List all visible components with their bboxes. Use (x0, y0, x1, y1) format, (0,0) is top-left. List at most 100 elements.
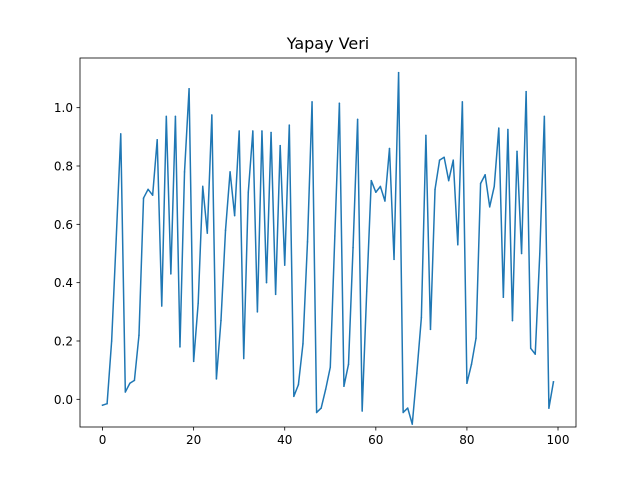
y-tick-label: 0.8 (54, 159, 73, 173)
data-point (438, 159, 441, 161)
data-point (552, 381, 555, 383)
data-point (147, 188, 149, 191)
data-point (548, 407, 550, 409)
data-point (274, 293, 277, 296)
data-point (265, 281, 268, 284)
data-point (425, 134, 427, 137)
data-point (338, 102, 341, 105)
data-point (420, 316, 423, 319)
data-point (475, 337, 477, 339)
data-point (461, 101, 464, 103)
data-point (402, 411, 404, 414)
data-point (320, 407, 322, 409)
data-point (202, 185, 204, 188)
data-point (279, 144, 281, 147)
data-point (224, 229, 227, 231)
data-point (511, 319, 514, 322)
data-point (247, 191, 250, 193)
data-point (151, 194, 154, 196)
x-tick-label: 20 (186, 433, 201, 447)
chart-title: Yapay Veri (286, 34, 369, 53)
data-point (443, 156, 445, 158)
data-point (215, 378, 218, 380)
data-point (283, 264, 286, 266)
data-point (311, 101, 313, 103)
data-point (188, 87, 190, 90)
data-point (115, 238, 117, 240)
data-point (466, 382, 468, 385)
data-point (165, 115, 168, 118)
data-point (142, 197, 145, 199)
data-point (543, 115, 546, 118)
data-point (406, 407, 409, 409)
data-point (138, 334, 140, 336)
series-line (101, 71, 555, 425)
data-point (256, 311, 259, 313)
data-point (242, 357, 245, 360)
data-point (479, 182, 482, 185)
data-point (484, 174, 486, 176)
data-point (384, 200, 386, 202)
data-point (393, 258, 395, 261)
data-point (520, 252, 523, 255)
data-point (293, 395, 295, 398)
data-point (329, 366, 332, 368)
data-point (238, 130, 240, 132)
data-point (170, 273, 172, 275)
axes: 0 20 40 60 80 100 0.0 0.2 0.4 0.6 0.8 1.0 (54, 57, 577, 447)
data-point (356, 118, 359, 121)
x-tick-label: 40 (277, 433, 292, 447)
data-point (220, 319, 222, 322)
data-point (306, 241, 309, 243)
data-point (161, 305, 163, 307)
data-point (370, 179, 373, 182)
y-tick-label: 0.0 (54, 393, 73, 407)
data-point (297, 383, 300, 386)
data-point (516, 150, 518, 153)
data-point (261, 130, 263, 132)
data-point (539, 252, 541, 255)
x-tick-label: 60 (368, 433, 383, 447)
x-tick-label: 0 (99, 433, 107, 447)
data-point (365, 290, 368, 293)
data-point (120, 133, 122, 135)
data-point (211, 114, 213, 116)
data-point (106, 402, 108, 405)
data-point (124, 391, 127, 393)
data-point (229, 171, 231, 173)
data-point (233, 214, 236, 217)
data-point (488, 206, 491, 208)
y-tick-label: 1.0 (54, 101, 73, 115)
data-point (324, 388, 327, 390)
data-point (156, 139, 158, 141)
y-tick-label: 0.2 (54, 334, 73, 348)
data-point (174, 115, 177, 118)
data-point (452, 159, 454, 161)
data-point (192, 360, 195, 363)
x-tick-label: 100 (547, 433, 570, 447)
data-point (416, 372, 418, 374)
data-point (411, 423, 414, 425)
data-point (347, 363, 350, 366)
data-point (206, 232, 209, 234)
data-point (288, 124, 291, 126)
data-point (197, 302, 199, 304)
y-tick-label: 0.6 (54, 218, 73, 232)
data-point (270, 131, 272, 134)
data-point (375, 191, 377, 193)
data-point (498, 127, 500, 129)
data-point (534, 353, 536, 355)
data-point (529, 347, 532, 350)
data-point (447, 179, 450, 182)
data-point (179, 346, 181, 348)
data-point (302, 343, 304, 345)
data-point (133, 379, 136, 382)
plot-area (101, 71, 555, 425)
data-point (129, 382, 131, 385)
x-tick-label: 80 (459, 433, 474, 447)
data-point (252, 130, 254, 132)
data-point (110, 340, 113, 342)
data-point (379, 185, 382, 188)
